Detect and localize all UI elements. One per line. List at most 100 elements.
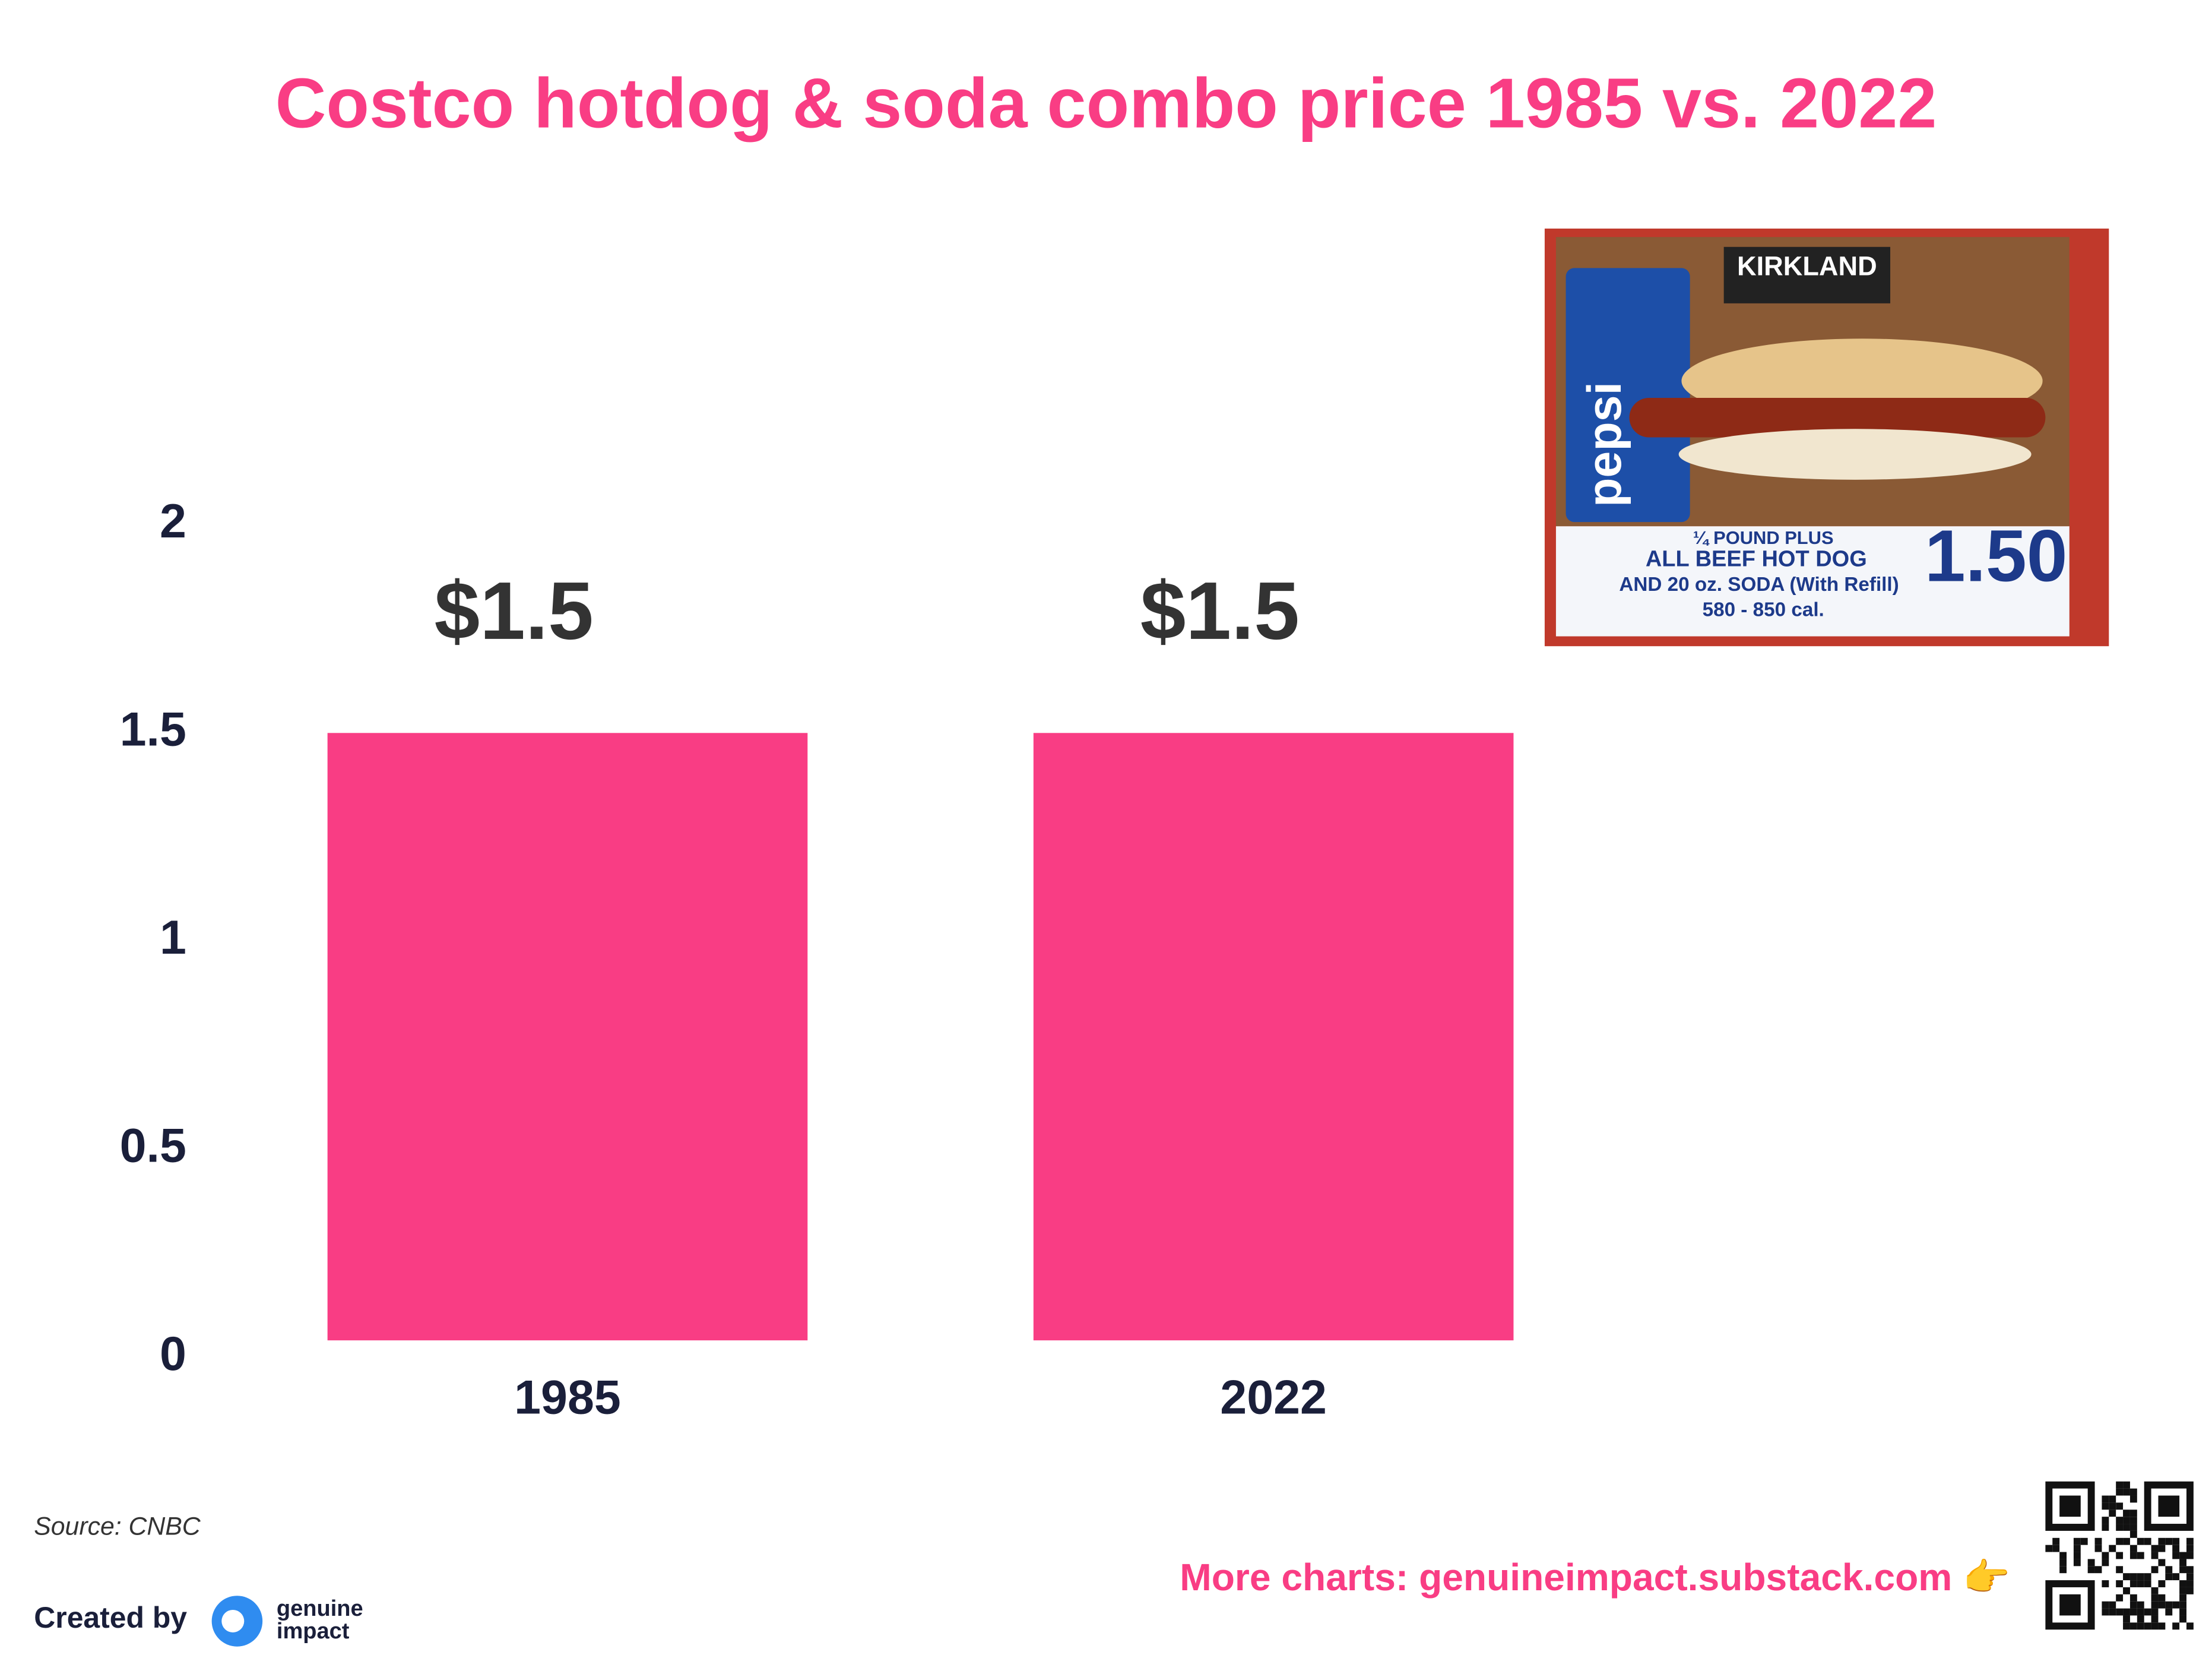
qr-cell bbox=[2129, 1601, 2137, 1609]
y-tick-label: 0 bbox=[160, 1327, 186, 1381]
value-label: $1.5 bbox=[1140, 565, 1300, 657]
caption-line: ALL BEEF HOT DOG bbox=[1646, 546, 1867, 571]
qr-cell bbox=[2073, 1552, 2081, 1559]
qr-cell bbox=[2129, 1608, 2137, 1616]
chart-title: Costco hotdog & soda combo price 1985 vs… bbox=[275, 64, 1937, 143]
caption-line: 580 - 850 cal. bbox=[1703, 599, 1824, 621]
qr-cell bbox=[2073, 1537, 2081, 1545]
qr-cell bbox=[2123, 1615, 2130, 1623]
qr-cell bbox=[2179, 1566, 2186, 1574]
qr-finder bbox=[2059, 1495, 2081, 1517]
qr-cell bbox=[2151, 1601, 2159, 1609]
logo-mark-hole bbox=[221, 1609, 245, 1632]
caption-line: AND 20 oz. SODA (With Refill) bbox=[1619, 574, 1899, 596]
photo: pepsi KIRKLAND ¼ POUND PLUS ALL BEEF HOT… bbox=[1544, 228, 2109, 647]
qr-cell bbox=[2123, 1573, 2130, 1581]
qr-cell bbox=[2158, 1537, 2166, 1545]
qr-cell bbox=[2179, 1552, 2186, 1559]
qr-cell bbox=[2116, 1552, 2124, 1559]
qr-cell bbox=[2129, 1530, 2137, 1538]
qr-cell bbox=[2073, 1545, 2081, 1552]
qr-cell bbox=[2172, 1601, 2180, 1609]
qr-cell bbox=[2102, 1580, 2109, 1587]
soda-cup bbox=[1565, 268, 1690, 523]
y-tick-label: 1 bbox=[160, 911, 186, 964]
logo-text: impact bbox=[277, 1619, 350, 1644]
qr-cell bbox=[2137, 1608, 2144, 1616]
qr-cell bbox=[2158, 1580, 2166, 1587]
qr-cell bbox=[2144, 1608, 2151, 1616]
qr-cell bbox=[2144, 1537, 2151, 1545]
qr-cell bbox=[2123, 1587, 2130, 1594]
qr-cell bbox=[2094, 1545, 2102, 1552]
price-text: 1.50 bbox=[1925, 515, 2067, 597]
qr-cell bbox=[2116, 1502, 2124, 1510]
qr-cell bbox=[2102, 1502, 2109, 1510]
qr-cell bbox=[2102, 1559, 2109, 1567]
qr-cell bbox=[2129, 1573, 2137, 1581]
qr-cell bbox=[2179, 1601, 2186, 1609]
qr-cell bbox=[2102, 1608, 2109, 1616]
qr-cell bbox=[2123, 1510, 2130, 1517]
qr-cell bbox=[2129, 1594, 2137, 1602]
qr-cell bbox=[2151, 1552, 2159, 1559]
bar bbox=[1033, 733, 1514, 1341]
logo-text: genuine bbox=[277, 1596, 363, 1621]
qr-cell bbox=[2129, 1495, 2137, 1503]
qr-cell bbox=[2186, 1552, 2194, 1559]
x-tick-label: 1985 bbox=[514, 1371, 621, 1425]
qr-cell bbox=[2087, 1566, 2095, 1574]
y-tick-label: 2 bbox=[160, 495, 186, 548]
qr-cell bbox=[2137, 1622, 2144, 1630]
qr-cell bbox=[2172, 1537, 2180, 1545]
qr-finder bbox=[2059, 1594, 2081, 1616]
sausage bbox=[1629, 398, 2046, 438]
qr-cell bbox=[2165, 1537, 2173, 1545]
credit: Created by bbox=[34, 1601, 187, 1634]
qr-cell bbox=[2151, 1622, 2159, 1630]
qr-cell bbox=[2129, 1524, 2137, 1531]
qr-cell bbox=[2186, 1537, 2194, 1545]
qr-cell bbox=[2059, 1559, 2067, 1567]
qr-cell bbox=[2186, 1580, 2194, 1587]
qr-cell bbox=[2179, 1587, 2186, 1594]
qr-cell bbox=[2186, 1573, 2194, 1581]
qr-cell bbox=[2137, 1580, 2144, 1587]
qr-cell bbox=[2129, 1510, 2137, 1517]
bar bbox=[327, 733, 808, 1341]
qr-cell bbox=[2109, 1495, 2116, 1503]
qr-cell bbox=[2151, 1594, 2159, 1602]
qr-cell bbox=[2129, 1580, 2137, 1587]
qr-cell bbox=[2129, 1488, 2137, 1496]
caption-line: ¼ POUND PLUS bbox=[1693, 527, 1834, 548]
qr-cell bbox=[2186, 1545, 2194, 1552]
qr-cell bbox=[2102, 1517, 2109, 1524]
qr-cell bbox=[2144, 1580, 2151, 1587]
qr-cell bbox=[2109, 1502, 2116, 1510]
qr-cell bbox=[2109, 1601, 2116, 1609]
qr-cell bbox=[2129, 1545, 2137, 1552]
qr-cell bbox=[2137, 1573, 2144, 1581]
qr-cell bbox=[2052, 1537, 2060, 1545]
qr-cell bbox=[2165, 1573, 2173, 1581]
qr-finder bbox=[2158, 1495, 2180, 1517]
price-panel bbox=[1555, 526, 2070, 637]
qr-cell bbox=[2137, 1552, 2144, 1559]
qr-cell bbox=[2116, 1537, 2124, 1545]
qr-cell bbox=[2116, 1481, 2124, 1489]
qr-cell bbox=[2123, 1517, 2130, 1524]
qr-cell bbox=[2144, 1573, 2151, 1581]
qr-cell bbox=[2137, 1537, 2144, 1545]
qr-cell bbox=[2123, 1537, 2130, 1545]
qr-cell bbox=[2151, 1615, 2159, 1623]
qr-cell bbox=[2158, 1545, 2166, 1552]
qr-cell bbox=[2179, 1559, 2186, 1567]
qr-cell bbox=[2165, 1566, 2173, 1574]
qr-cell bbox=[2165, 1601, 2173, 1609]
qr-cell bbox=[2186, 1622, 2194, 1630]
qr-cell bbox=[2052, 1545, 2060, 1552]
qr-cell bbox=[2094, 1566, 2102, 1574]
qr-cell bbox=[2158, 1594, 2166, 1602]
qr-cell bbox=[2109, 1608, 2116, 1616]
